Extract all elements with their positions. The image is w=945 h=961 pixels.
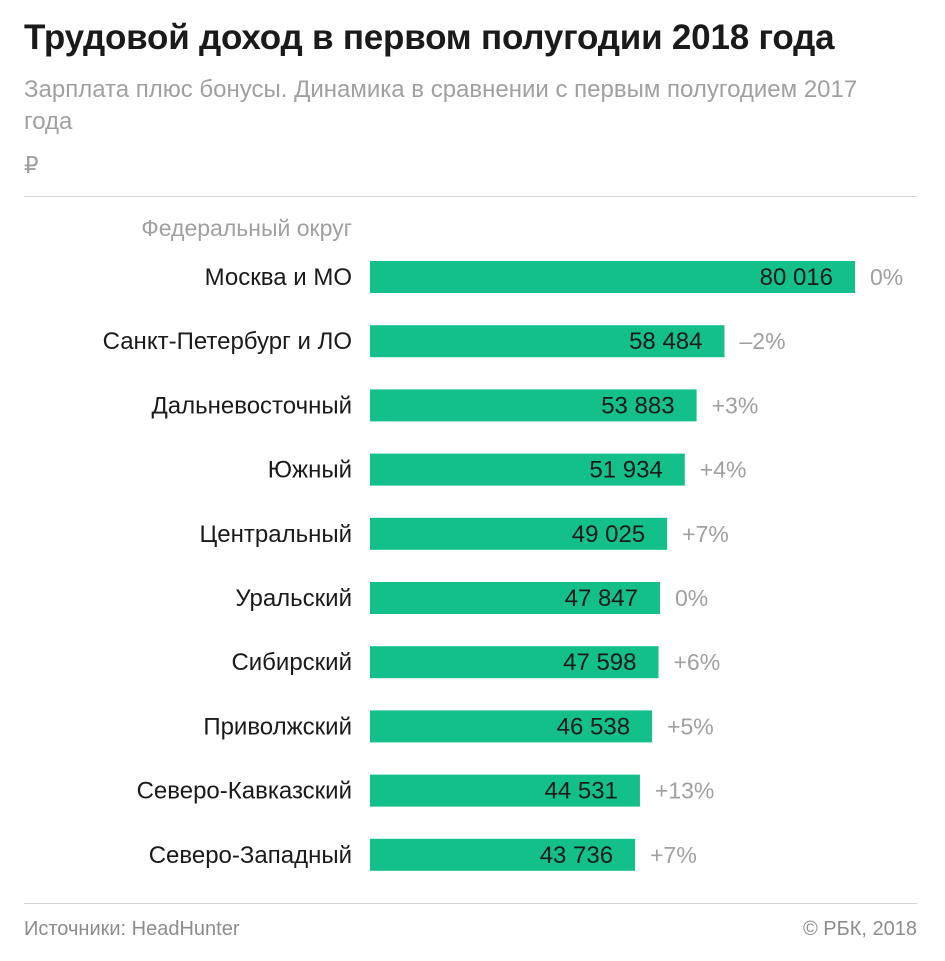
- change-label: +3%: [712, 392, 759, 418]
- change-label: +7%: [650, 842, 697, 868]
- category-label: Приволжский: [203, 713, 352, 740]
- value-label: 44 531: [545, 778, 618, 805]
- value-label: 49 025: [572, 521, 645, 548]
- change-label: +5%: [667, 713, 714, 739]
- category-label: Центральный: [200, 521, 352, 548]
- category-label: Южный: [268, 457, 352, 484]
- bar: [370, 774, 640, 807]
- chart-title: Трудовой доход в первом полугодии 2018 г…: [24, 18, 835, 57]
- category-label: Северо-Кавказский: [137, 778, 352, 805]
- bar: [370, 838, 636, 871]
- category-label: Уральский: [235, 585, 352, 612]
- bar: [370, 325, 725, 358]
- value-label: 43 736: [540, 842, 613, 869]
- change-label: 0%: [870, 264, 903, 290]
- top-divider: [24, 196, 917, 197]
- bar: [370, 582, 661, 614]
- bar: [370, 453, 685, 486]
- value-label: 47 847: [565, 585, 638, 612]
- currency-unit: ₽: [24, 152, 39, 178]
- value-label: 51 934: [589, 457, 662, 484]
- category-label: Москва и МО: [205, 264, 352, 291]
- value-label: 53 883: [601, 392, 674, 419]
- category-label: Дальневосточный: [152, 392, 353, 419]
- bar: [370, 517, 668, 550]
- bar: [370, 261, 855, 293]
- change-label: +4%: [700, 457, 747, 483]
- chart-subtitle: Зарплата плюс бонусы. Динамика в сравнен…: [24, 76, 858, 135]
- change-label: 0%: [675, 585, 708, 611]
- copyright-note: © РБК, 2018: [802, 918, 917, 940]
- category-axis-label: Федеральный округ: [141, 215, 352, 241]
- value-label: 58 484: [629, 328, 702, 355]
- change-label: –2%: [739, 328, 785, 354]
- change-label: +6%: [674, 649, 721, 675]
- value-label: 46 538: [557, 713, 630, 740]
- change-label: +7%: [682, 521, 729, 547]
- category-label: Сибирский: [231, 649, 352, 676]
- bar: [370, 710, 653, 743]
- bottom-divider: [24, 903, 917, 904]
- bar: [370, 389, 697, 422]
- value-label: 47 598: [563, 649, 636, 676]
- bar: [370, 646, 659, 679]
- value-label: 80 016: [760, 264, 833, 291]
- category-label: Санкт-Петербург и ЛО: [103, 328, 352, 355]
- category-label: Северо-Западный: [149, 842, 352, 869]
- change-label: +13%: [655, 778, 714, 804]
- source-note: Источники: HeadHunter: [24, 918, 240, 940]
